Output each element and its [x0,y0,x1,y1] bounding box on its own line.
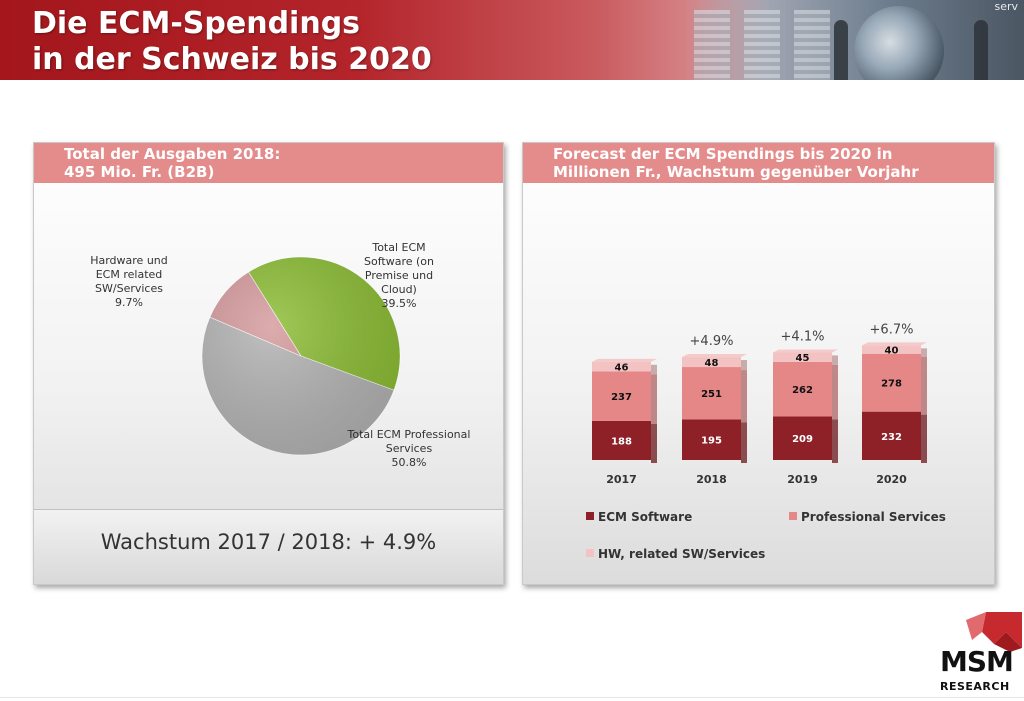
bar-segment-side-shade [832,419,838,463]
bar-segment [773,361,832,417]
bar-segment-side-shade [651,423,657,463]
bar-segment-side [651,374,657,424]
bar-segment-side [832,364,838,420]
globe-graphic [854,6,944,80]
x-tick-label: 2019 [787,473,818,486]
slide-title: Die ECM-Spendings in der Schweiz bis 202… [32,6,432,78]
bar-segment-side [921,356,927,415]
bar-segment [592,420,651,460]
bar-segment-side [741,370,747,423]
x-tick-label: 2018 [696,473,727,486]
growth-strip: Wachstum 2017 / 2018: + 4.9% [34,509,503,584]
growth-text: Wachstum 2017 / 2018: + 4.9% [100,530,437,554]
growth-label: +6.7% [870,322,914,337]
x-tick-label: 2020 [876,473,907,486]
person-silhouette [834,20,848,80]
bar-segment-side-shade [741,422,747,463]
logo-subtitle: RESEARCH [940,680,1010,693]
banner-photo: serv [684,0,1024,80]
bar-segment-side-shade [741,370,747,423]
x-tick-label: 2017 [606,473,637,486]
logo-wordmark: MSM [940,645,1014,678]
panel-header-line1: Total der Ausgaben 2018: [64,145,281,163]
bar-segment [862,345,921,354]
bar-segment [682,367,741,420]
bar-segment-side-shade [832,355,838,365]
legend-label: Professional Services [801,510,946,524]
bar-value-label: 46 [615,363,629,374]
bar-top-face [682,354,747,358]
bar-segment-side-shade [921,414,927,463]
bar-value-label: 251 [701,389,722,400]
legend-swatch [586,512,594,520]
bar-segment-side-shade [921,348,927,357]
bar-value-label: 209 [792,434,813,445]
panel-header-line2: Millionen Fr., Wachstum gegenüber Vorjah… [553,163,919,181]
panel-header-line2: 495 Mio. Fr. (B2B) [64,163,215,181]
msm-logo-graphic [966,612,1022,652]
bar-segment [592,361,651,372]
forecast-panel: Forecast der ECM Spendings bis 2020 in M… [522,142,995,585]
bar-value-label: 232 [881,432,902,443]
bar-value-label: 48 [705,358,719,369]
bar-segment-side-shade [651,374,657,424]
pie-slice-label: Hardware und ECM related SW/Services 9.7% [90,254,168,309]
bar-value-label: 40 [885,346,899,357]
bar-segment-side-shade [921,356,927,415]
bar-value-label: 262 [792,385,813,396]
bar-segment [862,353,921,412]
bar-segment-side [921,414,927,463]
bar-value-label: 195 [701,436,722,447]
bar-top-face [773,349,838,353]
bar-top-face [862,342,927,346]
pie-chart: Total ECM Software (on Premise und Cloud) 39… [90,241,471,469]
slide-title-line1: Die ECM-Spendings [32,6,361,41]
bar-value-label: 45 [796,353,810,364]
footer-line [0,697,1024,698]
bar-value-label: 278 [881,379,902,390]
pie-shading [202,257,400,455]
server-rack-graphic [794,10,830,80]
pie-slice-label: Total ECM Software (on Premise und Cloud) 39… [364,241,434,310]
bar-value-label: 188 [611,436,632,447]
title-banner: serv Die ECM-Spendings in der Schweiz bi… [0,0,1024,80]
growth-label: +4.9% [690,334,734,349]
person-silhouette [974,20,988,80]
bar-segment [682,419,741,460]
bar-segment-side-shade [741,360,747,371]
bar-segment-side [921,348,927,357]
server-rack-graphic [744,10,780,80]
bar-segment-side [832,419,838,463]
legend-label: HW, related SW/Services [598,547,765,561]
stacked-bar-chart: 188 237 46 2017 195 251 48 2018 +4.9% 209 262 45 201… [586,322,946,561]
slide-title-line2: in der Schweiz bis 2020 [32,42,432,77]
bar-segment-side [651,364,657,375]
panel-header: Forecast der ECM Spendings bis 2020 in M… [523,143,994,183]
legend-swatch [789,512,797,520]
total-spending-panel: Total der Ausgaben 2018: 495 Mio. Fr. (B… [33,142,504,585]
legend-label: ECM Software [598,510,692,524]
legend-swatch [586,549,594,557]
bar-segment-side [741,422,747,463]
bar-segment [773,416,832,460]
panel-header-line1: Forecast der ECM Spendings bis 2020 in [553,145,893,163]
panel-header: Total der Ausgaben 2018: 495 Mio. Fr. (B… [34,143,503,183]
server-rack-graphic [694,10,730,80]
bar-segment [592,371,651,421]
bar-top-face [592,358,657,362]
bar-segment-side [832,355,838,365]
bar-segment-side-shade [651,364,657,375]
bar-segment [773,352,832,362]
bar-segment [682,357,741,368]
pie-slice-label: Total ECM Professional Services 50.8% [347,428,471,469]
bar-segment [862,411,921,460]
bar-segment-side [651,423,657,463]
bar-segment-side [741,360,747,371]
growth-label: +4.1% [781,329,825,344]
bar-segment-side-shade [832,364,838,420]
banner-corner-text: serv [994,0,1018,13]
bar-value-label: 237 [611,392,632,403]
